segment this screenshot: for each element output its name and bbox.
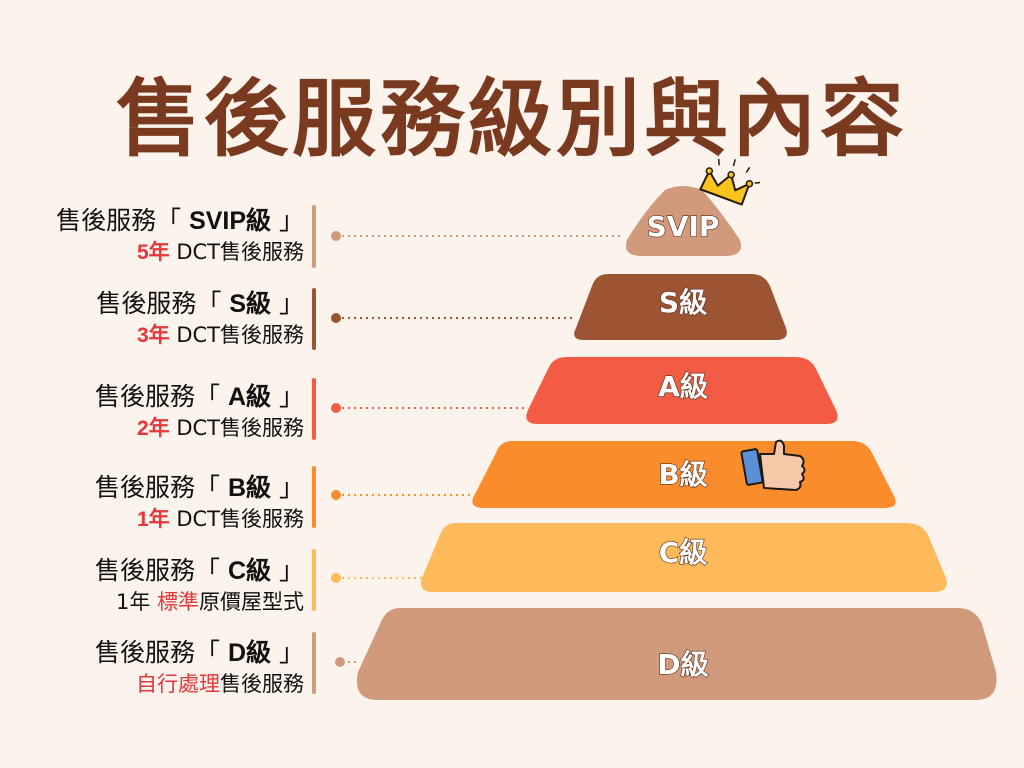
sub-text: DCT售後服務 (169, 507, 304, 531)
layer-d (356, 608, 997, 700)
sub-highlight: 自行處理 (136, 672, 220, 696)
heading-level: S級 (229, 290, 272, 318)
layer-label-svip: SVIP (647, 210, 720, 243)
heading-prefix: 售後服務「 (95, 382, 228, 411)
heading-prefix: 售後服務「 (95, 638, 228, 667)
dot-svip (331, 231, 341, 241)
heading-suffix: 」 (271, 289, 304, 318)
dot-s (331, 313, 341, 323)
heading-suffix: 」 (271, 473, 304, 502)
layer-label-a: A級 (658, 370, 708, 403)
sub-highlight: 5年 (136, 241, 170, 264)
crown-icon (699, 158, 761, 206)
heading-prefix: 售後服務「 (95, 473, 228, 502)
layer-label-d: D級 (657, 648, 708, 681)
dot-a (331, 403, 341, 413)
level-label-d: 售後服務「 D級 」 自行處理售後服務 (0, 637, 304, 699)
dot-c (331, 573, 341, 583)
level-label-b: 售後服務「 B級 」 1年 DCT售後服務 (0, 472, 304, 535)
heading-suffix: 」 (271, 206, 304, 235)
level-label-s: 售後服務「 S級 」 3年 DCT售後服務 (0, 288, 304, 351)
layer-a (526, 357, 838, 424)
sub-prefix: 1年 (115, 590, 157, 614)
heading-suffix: 」 (271, 382, 304, 411)
sub-text: DCT售後服務 (169, 240, 304, 264)
heading-suffix: 」 (271, 638, 304, 667)
level-label-a: 售後服務「 A級 」 2年 DCT售後服務 (0, 381, 304, 444)
heading-prefix: 售後服務「 (96, 289, 230, 318)
dot-b (331, 490, 341, 500)
heading-level: A級 (227, 383, 272, 411)
divider-s (312, 288, 316, 350)
sub-text: DCT售後服務 (169, 416, 304, 440)
heading-level: C級 (227, 557, 272, 585)
divider-d (312, 632, 316, 694)
dot-d (335, 657, 345, 667)
heading-prefix: 售後服務「 (95, 556, 228, 585)
heading-suffix: 」 (271, 556, 304, 585)
page-title: 售後服務級別與內容 (115, 70, 908, 168)
heading-level: B級 (227, 474, 272, 502)
divider-svip (312, 205, 316, 268)
layer-svip (626, 186, 741, 256)
sub-highlight: 1年 (136, 508, 170, 531)
layer-label-s: S級 (659, 286, 707, 319)
level-label-c: 售後服務「 C級 」 1年 標準原價屋型式 (0, 555, 304, 617)
heading-level: D級 (227, 639, 272, 667)
layer-label-c: C級 (659, 536, 708, 569)
layer-c (421, 523, 947, 592)
heading-level: SVIP級 (189, 207, 272, 235)
heading-prefix: 售後服務「 (56, 206, 190, 235)
sub-text: 原價屋型式 (199, 590, 304, 614)
layer-s (574, 274, 787, 340)
divider-c (312, 549, 316, 611)
layer-label-b: B級 (658, 458, 707, 491)
divider-a (312, 378, 316, 440)
sub-highlight: 標準 (157, 590, 199, 614)
sub-highlight: 2年 (136, 417, 170, 440)
sub-text: 售後服務 (220, 672, 304, 696)
divider-b (312, 466, 316, 528)
level-label-svip: 售後服務「 SVIP級 」 5年 DCT售後服務 (0, 205, 304, 268)
sub-highlight: 3年 (136, 324, 170, 347)
thumbs-up-icon (740, 439, 806, 491)
sub-text: DCT售後服務 (169, 323, 304, 347)
